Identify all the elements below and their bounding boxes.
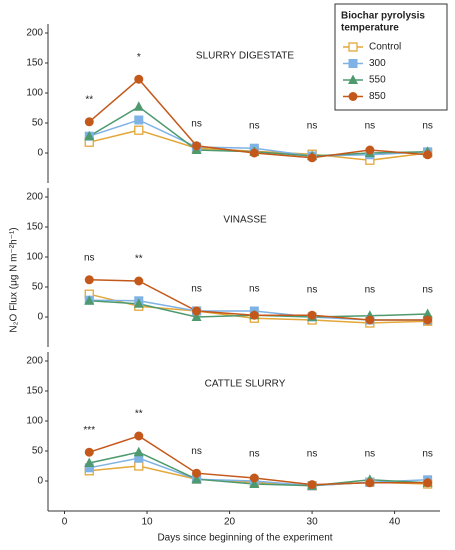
x-axis-label: Days since beginning of the experiment [157, 533, 332, 544]
marker [84, 457, 95, 467]
significance-label: *** [83, 425, 95, 436]
marker [84, 295, 95, 305]
marker [365, 145, 375, 155]
significance-label: ns [191, 446, 202, 457]
marker [249, 473, 259, 483]
marker [133, 298, 144, 308]
y-tick-label: 150 [26, 222, 43, 233]
significance-label: ns [249, 284, 260, 295]
y-axis-label: N₂O Flux (μg N m⁻²h⁻¹) [9, 227, 20, 332]
marker [134, 74, 144, 84]
x-tick-label: 20 [224, 517, 236, 528]
marker [134, 125, 144, 135]
marker [365, 478, 375, 488]
marker [348, 42, 358, 52]
y-tick-label: 100 [26, 416, 43, 427]
panel-title: SLURRY DIGESTATE [196, 51, 295, 62]
significance-label: ns [365, 449, 376, 460]
marker [134, 431, 144, 441]
marker [307, 153, 317, 163]
marker [423, 150, 433, 160]
marker [84, 275, 94, 285]
y-tick-label: 150 [26, 58, 43, 69]
x-tick-label: 40 [389, 517, 401, 528]
marker [192, 306, 202, 316]
legend-label: 300 [369, 58, 386, 69]
significance-label: * [137, 52, 141, 63]
significance-label: ns [422, 285, 433, 296]
significance-label: ns [307, 285, 318, 296]
significance-label: ns [191, 284, 202, 295]
marker [348, 59, 358, 68]
x-tick-label: 0 [62, 517, 68, 528]
significance-label: ** [135, 409, 143, 420]
marker [84, 463, 94, 473]
significance-label: ns [249, 121, 260, 132]
marker [348, 74, 358, 84]
significance-label: ns [84, 252, 95, 263]
y-tick-label: 0 [37, 312, 43, 323]
significance-label: ns [365, 121, 376, 132]
legend-label: Control [369, 42, 401, 53]
y-tick-label: 100 [26, 252, 43, 263]
y-tick-label: 0 [37, 476, 43, 487]
marker [422, 308, 433, 318]
panel-title: VINASSE [223, 215, 267, 226]
marker [134, 276, 144, 286]
marker [84, 117, 94, 127]
legend-label: 550 [369, 75, 386, 86]
marker [348, 92, 358, 101]
y-tick-label: 50 [32, 118, 44, 129]
y-tick-label: 0 [37, 148, 43, 159]
x-tick-label: 30 [307, 517, 319, 528]
marker [133, 101, 144, 111]
significance-label: ns [307, 449, 318, 460]
significance-label: ns [191, 118, 202, 129]
marker [191, 311, 202, 321]
y-tick-label: 50 [32, 282, 44, 293]
significance-label: ** [135, 254, 143, 265]
significance-label: ns [422, 121, 433, 132]
marker [134, 461, 144, 471]
y-tick-label: 150 [26, 386, 43, 397]
marker [249, 478, 260, 488]
y-tick-label: 200 [26, 356, 43, 367]
y-tick-label: 200 [26, 192, 43, 203]
x-tick-label: 10 [141, 517, 153, 528]
significance-label: ns [307, 121, 318, 132]
marker [307, 310, 317, 320]
legend-title: Biochar pyrolysis [341, 11, 425, 22]
legend-label: 850 [369, 91, 386, 102]
marker [192, 141, 202, 151]
marker [191, 473, 202, 484]
significance-label: ns [249, 449, 260, 460]
marker [307, 480, 317, 490]
marker [134, 453, 144, 463]
marker [134, 115, 144, 125]
y-tick-label: 100 [26, 88, 43, 99]
marker [249, 148, 259, 158]
significance-label: ** [85, 94, 93, 105]
marker [133, 446, 144, 457]
significance-label: ns [422, 449, 433, 460]
marker [192, 468, 202, 478]
y-tick-label: 200 [26, 28, 43, 39]
significance-label: ns [365, 285, 376, 296]
y-tick-label: 50 [32, 446, 44, 457]
marker [423, 315, 433, 325]
marker [365, 315, 375, 325]
panel-title: CATTLE SLURRY [205, 379, 286, 390]
marker [84, 130, 95, 141]
marker [423, 478, 433, 488]
legend-title: temperature [341, 23, 399, 34]
marker [84, 447, 94, 457]
marker [249, 310, 259, 320]
